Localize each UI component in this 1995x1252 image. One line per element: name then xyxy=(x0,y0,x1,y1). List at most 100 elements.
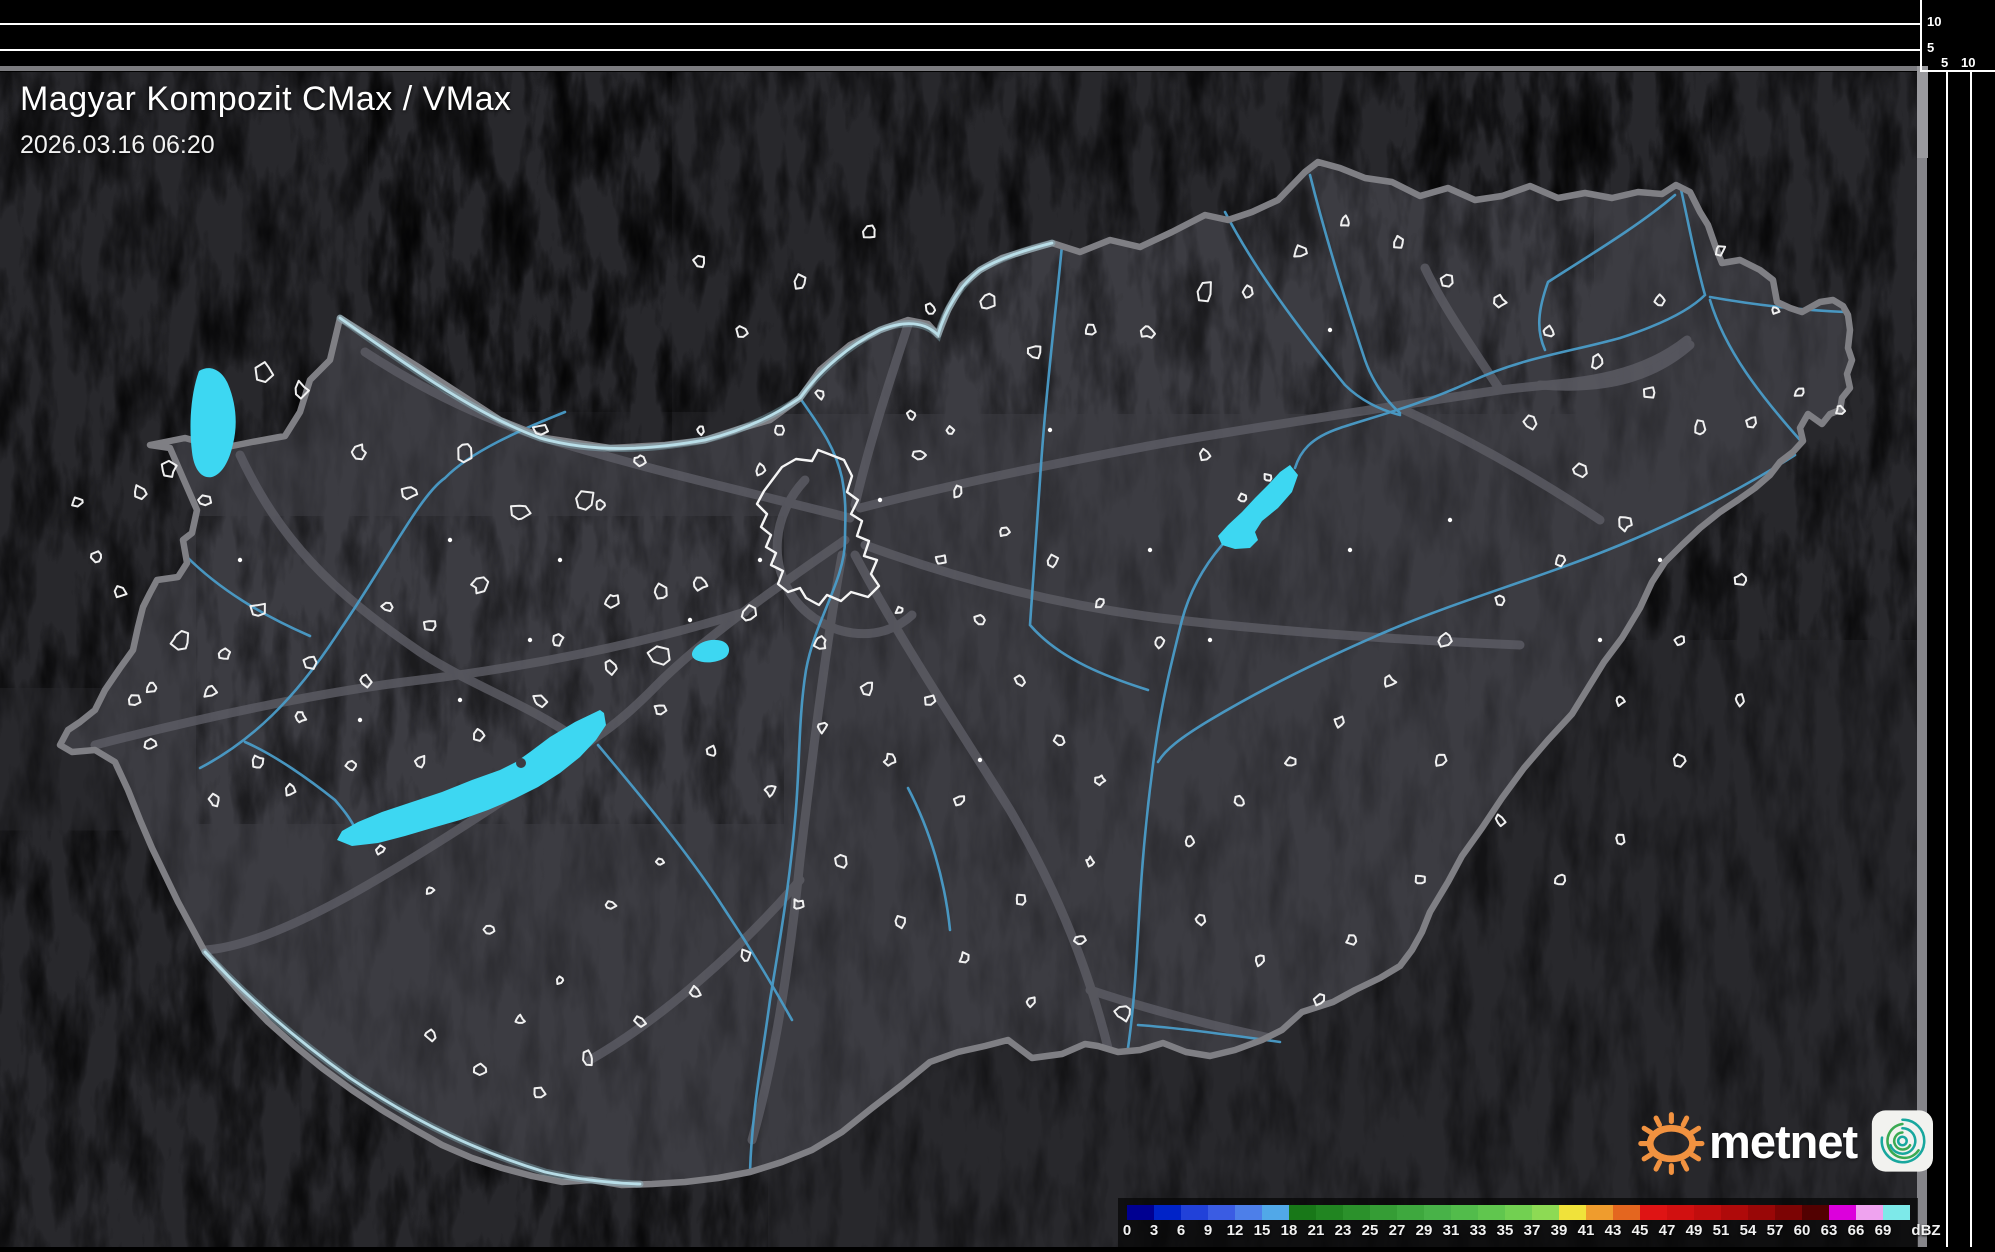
dbz-segment xyxy=(1802,1205,1829,1220)
city-outline xyxy=(1084,323,1097,336)
city-outline xyxy=(1263,473,1273,482)
city-outline xyxy=(958,951,970,964)
city-outline xyxy=(1025,996,1036,1009)
city-outline xyxy=(894,915,906,930)
lakes xyxy=(190,368,1298,846)
city-outline xyxy=(1094,774,1107,787)
city-outline xyxy=(1439,273,1454,288)
city-outline xyxy=(604,594,620,609)
city-outline xyxy=(1340,214,1350,227)
city-outline xyxy=(1073,935,1087,946)
city-outline xyxy=(999,526,1011,537)
city-outline xyxy=(482,924,496,935)
dbz-tick-label: 3 xyxy=(1149,1222,1159,1239)
dbz-segment xyxy=(1451,1205,1478,1220)
city-outline xyxy=(834,853,848,869)
city-outline xyxy=(1591,353,1604,370)
city-outline xyxy=(413,754,426,769)
city-outline xyxy=(1745,416,1757,429)
city-outline xyxy=(1393,234,1404,249)
dbz-tick-label: 39 xyxy=(1550,1222,1568,1239)
gridline-10km-top xyxy=(0,23,1921,25)
dbz-segment xyxy=(1694,1205,1721,1220)
city-outline xyxy=(862,224,876,239)
city-outline xyxy=(1241,284,1254,299)
dbz-scale-labels: 0 3 6 9 12 15 18 21 23 25 27 29 31 33 35 37 39 41 43 45 47 49… xyxy=(1123,1222,1941,1242)
city-outline xyxy=(1494,813,1507,828)
city-outlines xyxy=(71,214,1847,1099)
city-outline xyxy=(1094,597,1105,609)
city-outline xyxy=(457,443,473,464)
city-outline xyxy=(1434,753,1448,767)
city-outline xyxy=(1694,419,1707,436)
city-outline xyxy=(705,744,717,757)
city-outline xyxy=(595,498,606,511)
city-outline xyxy=(1835,404,1847,415)
city-outline xyxy=(1553,873,1567,886)
map-right-border-cap xyxy=(1917,66,1928,158)
city-outline xyxy=(582,1049,593,1067)
dbz-segment xyxy=(1370,1205,1397,1220)
city-outline xyxy=(894,605,904,614)
border-rivers xyxy=(201,239,1056,1188)
city-outline xyxy=(1734,693,1745,708)
dbz-segment xyxy=(1208,1205,1235,1220)
city-outline xyxy=(203,684,219,698)
dbz-tick-label: 29 xyxy=(1415,1222,1433,1239)
city-outline xyxy=(1733,572,1748,586)
city-outline xyxy=(134,484,148,501)
city-outline xyxy=(1771,306,1781,315)
sun-icon xyxy=(1638,1112,1705,1175)
city-outline xyxy=(254,361,275,383)
city-outline xyxy=(169,630,190,651)
city-outline xyxy=(350,443,367,461)
city-outline xyxy=(160,459,178,478)
dbz-tick-label: 66 xyxy=(1847,1222,1865,1239)
city-outline xyxy=(145,681,158,694)
city-outline xyxy=(646,645,671,666)
dbz-tick-label: 9 xyxy=(1203,1222,1213,1239)
dbz-segment xyxy=(1775,1205,1802,1220)
lake-ferto xyxy=(190,368,236,478)
city-outline xyxy=(979,292,996,310)
city-outline xyxy=(1284,756,1297,767)
dbz-segment xyxy=(1505,1205,1532,1220)
map-right-border xyxy=(1917,66,1927,1247)
city-outline xyxy=(945,425,956,435)
city-outline xyxy=(1572,462,1588,479)
dbz-segment xyxy=(1829,1205,1856,1220)
lake-velence xyxy=(691,639,730,663)
city-outline xyxy=(1015,893,1027,906)
dbz-segment xyxy=(1127,1205,1154,1220)
city-outline xyxy=(1345,934,1358,946)
city-outline xyxy=(514,1013,526,1024)
city-outline xyxy=(1672,753,1687,768)
city-outline xyxy=(380,601,394,613)
map-top-border xyxy=(0,66,1921,71)
dbz-unit-label: dBZ xyxy=(1911,1222,1941,1239)
small-town-dot xyxy=(1207,637,1213,643)
city-outline xyxy=(1196,281,1212,303)
city-outline xyxy=(1384,674,1398,688)
city-outline xyxy=(905,409,917,421)
small-town-dot xyxy=(447,537,453,543)
dbz-tick-label: 45 xyxy=(1631,1222,1649,1239)
city-outline xyxy=(249,602,266,617)
city-outline xyxy=(294,711,308,724)
logo-text: metnet xyxy=(1709,1114,1858,1168)
city-outline xyxy=(774,424,785,436)
city-outline xyxy=(740,604,758,622)
city-outline xyxy=(816,721,829,735)
lake-balaton xyxy=(337,710,606,846)
small-town-dot xyxy=(1047,427,1053,433)
city-outline xyxy=(1554,554,1567,568)
city-outline xyxy=(1113,1005,1131,1023)
dbz-tick-label: 37 xyxy=(1523,1222,1541,1239)
city-outline xyxy=(793,898,805,910)
dbz-segment xyxy=(1721,1205,1748,1220)
city-outline xyxy=(1714,245,1727,257)
small-town-dot xyxy=(237,557,243,563)
dbz-segment xyxy=(1532,1205,1559,1220)
dbz-segment xyxy=(1640,1205,1667,1220)
